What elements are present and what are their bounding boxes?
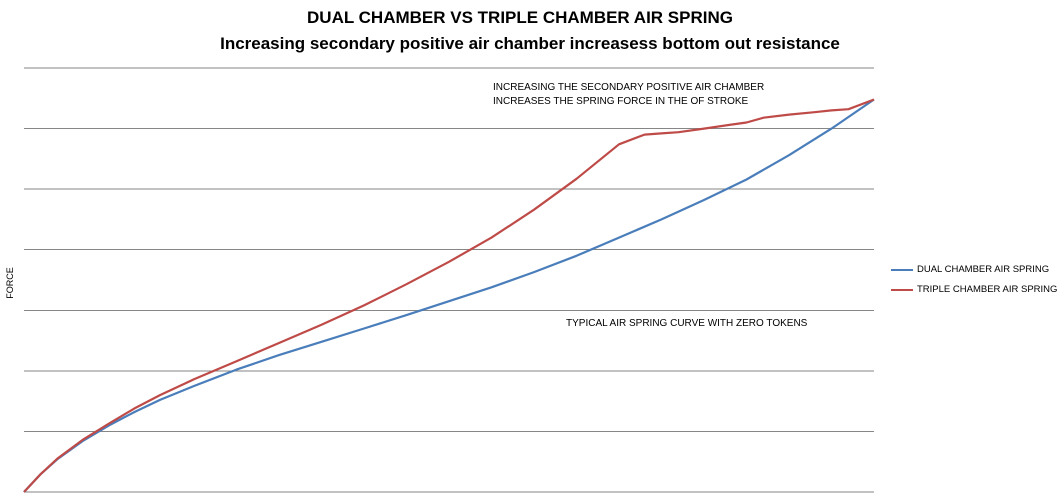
annotation-triple-line-2: INCREASES THE SPRING FORCE IN THE OF STR… [493,96,749,107]
legend-item-dual: DUAL CHAMBER AIR SPRING [891,264,1049,275]
legend-label-dual: DUAL CHAMBER AIR SPRING [917,264,1050,275]
gridlines [24,67,874,493]
series-line-dual-chamber [23,98,875,493]
chart-title: DUAL CHAMBER VS TRIPLE CHAMBER AIR SPRIN… [307,8,733,27]
series-line-triple-chamber [23,98,875,493]
y-axis-label: FORCE [4,267,15,299]
legend-swatch-dual [891,268,913,271]
annotation-triple-line-1: INCREASING THE SECONDARY POSITIVE AIR CH… [493,82,765,93]
legend-label-triple: TRIPLE CHAMBER AIR SPRING [917,284,1058,295]
annotation-dual: TYPICAL AIR SPRING CURVE WITH ZERO TOKEN… [566,318,808,329]
legend-item-triple: TRIPLE CHAMBER AIR SPRING [891,284,1057,295]
series-layer [23,98,875,493]
chart-subtitle: Increasing secondary positive air chambe… [220,34,840,53]
legend-swatch-triple [891,288,913,291]
